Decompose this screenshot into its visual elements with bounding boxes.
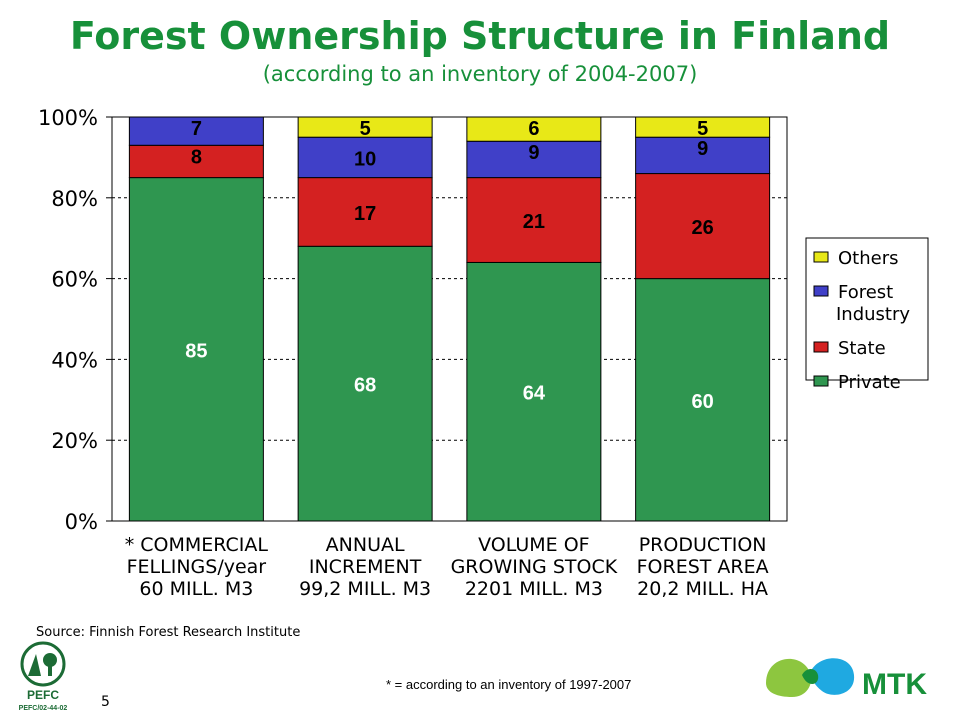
legend-label: Others — [838, 248, 899, 269]
stacked-bar-chart: 0% 20% 40% 60% 80% 100% 85 8 7 * COMMERCIALFELLIN… — [38, 106, 929, 600]
x-category-label: PRODUCTION — [639, 534, 767, 556]
y-tick-label: 60% — [51, 268, 98, 292]
data-label: 6 — [528, 118, 539, 140]
data-label: 68 — [354, 375, 376, 397]
x-category-label: 99,2 MILL. M3 — [299, 578, 431, 600]
legend-swatch — [813, 285, 829, 297]
mtk-logo-label: MTK — [862, 668, 927, 701]
data-label: 8 — [191, 146, 202, 168]
data-label: 5 — [697, 118, 708, 140]
legend-label: Private — [838, 372, 901, 393]
data-label: 85 — [185, 340, 207, 362]
bar-segment — [635, 116, 771, 138]
data-label: 5 — [360, 118, 371, 140]
bar-segment — [297, 245, 433, 522]
legend-swatch — [813, 251, 829, 263]
y-tick-label: 80% — [51, 187, 98, 211]
bar-segment — [635, 136, 771, 175]
legend-label: State — [838, 338, 886, 359]
data-label: 60 — [692, 391, 714, 413]
data-label: 21 — [523, 211, 545, 233]
pefc-logo-label: PEFC — [27, 688, 59, 702]
bar-segment — [297, 136, 433, 179]
x-category-label: 60 MILL. M3 — [139, 578, 253, 600]
y-tick-label: 0% — [65, 510, 98, 534]
legend-swatch — [813, 341, 829, 353]
bar-segment — [466, 116, 602, 142]
bar-segment — [466, 261, 602, 522]
y-tick-label: 40% — [51, 348, 98, 372]
legend-swatch — [813, 375, 829, 387]
data-label: 9 — [697, 138, 708, 160]
footnote: * = according to an inventory of 1997-20… — [386, 677, 632, 692]
x-category-label: VOLUME OF — [478, 534, 590, 556]
y-tick-label: 20% — [51, 429, 98, 453]
page-subtitle: (according to an inventory of 2004-2007) — [262, 62, 698, 86]
legend-label: Industry — [836, 304, 910, 325]
x-category-label: 2201 MILL. M3 — [465, 578, 603, 600]
data-label: 64 — [523, 383, 546, 405]
data-label: 7 — [191, 118, 202, 140]
pefc-logo-code: PEFC/02-44-02 — [19, 705, 68, 712]
pefc-logo-icon: PEFC PEFC/02-44-02 — [19, 641, 68, 712]
data-label: 26 — [692, 217, 714, 239]
legend-label: Forest — [838, 282, 893, 303]
page-title: Forest Ownership Structure in Finland — [69, 14, 891, 58]
bar-segment — [297, 177, 433, 247]
mtk-logo-icon — [766, 658, 855, 697]
x-category-label: ANNUAL — [326, 534, 405, 556]
bar-segment — [635, 173, 771, 280]
bar-segment — [128, 116, 264, 146]
bar-segment — [466, 177, 602, 263]
x-category-label: INCREMENT — [309, 556, 422, 578]
page-number: 5 — [101, 694, 110, 710]
bar-segment — [297, 116, 433, 138]
plot-area — [111, 116, 788, 522]
data-label: 17 — [354, 203, 376, 225]
bar-segment — [128, 177, 264, 522]
x-category-label: 20,2 MILL. HA — [637, 578, 768, 600]
bar-segment — [635, 278, 771, 522]
source-note: Source: Finnish Forest Research Institut… — [36, 625, 301, 640]
x-category-label: GROWING STOCK — [451, 556, 618, 578]
data-label: 10 — [354, 148, 376, 170]
data-label: 9 — [528, 142, 539, 164]
x-category-label: FELLINGS/year — [127, 556, 267, 578]
y-tick-label: 100% — [38, 106, 98, 130]
x-category-label: * COMMERCIAL — [125, 534, 269, 556]
x-category-label: FOREST AREA — [637, 556, 769, 578]
